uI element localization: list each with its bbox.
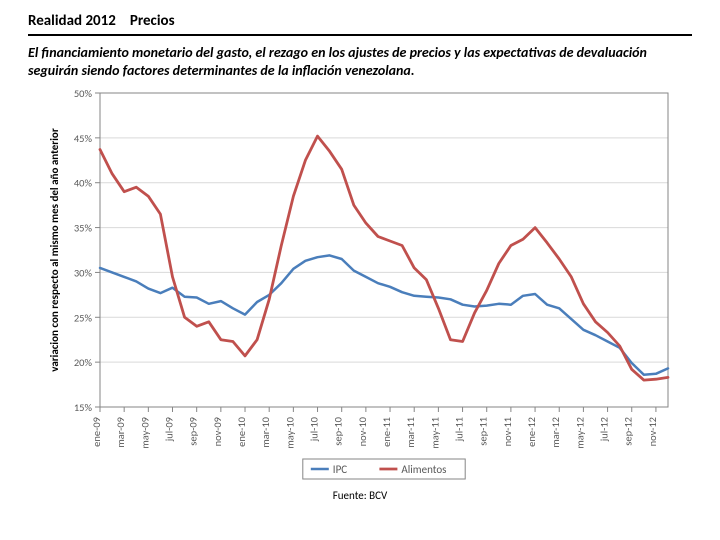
svg-text:nov-09: nov-09 bbox=[211, 417, 224, 446]
svg-text:sep-12: sep-12 bbox=[622, 417, 635, 446]
svg-text:jul-12: jul-12 bbox=[598, 417, 611, 442]
svg-text:mar-09: mar-09 bbox=[114, 417, 127, 448]
svg-text:20%: 20% bbox=[74, 356, 93, 369]
slide-header: Realidad 2012 Precios bbox=[28, 12, 692, 36]
svg-text:may-10: may-10 bbox=[283, 416, 296, 448]
inflation-chart: 15% 20% 25% 30% 35% 40% 45% 50% ene-09 mar-09 may-… bbox=[40, 85, 680, 485]
svg-text:40%: 40% bbox=[74, 177, 93, 190]
svg-text:jul-11: jul-11 bbox=[453, 417, 466, 442]
header-title-right: Precios bbox=[130, 12, 175, 30]
svg-text:ene-12: ene-12 bbox=[525, 417, 538, 447]
svg-text:jul-09: jul-09 bbox=[163, 417, 176, 442]
svg-text:mar-10: mar-10 bbox=[259, 416, 272, 447]
slide-subtitle: El financiamiento monetario del gasto, e… bbox=[28, 44, 692, 79]
svg-text:ene-09: ene-09 bbox=[90, 417, 103, 447]
svg-text:Alimentos: Alimentos bbox=[401, 463, 446, 476]
svg-text:may-12: may-12 bbox=[573, 417, 586, 449]
svg-text:nov-12: nov-12 bbox=[646, 417, 659, 446]
svg-text:mar-11: mar-11 bbox=[404, 417, 417, 448]
svg-text:35%: 35% bbox=[74, 222, 93, 235]
svg-text:jul-10: jul-10 bbox=[308, 416, 321, 442]
svg-text:sep-10: sep-10 bbox=[332, 416, 345, 445]
svg-text:sep-11: sep-11 bbox=[477, 417, 490, 446]
svg-text:may-11: may-11 bbox=[428, 417, 441, 449]
svg-text:ene-11: ene-11 bbox=[380, 417, 393, 447]
svg-text:IPC: IPC bbox=[333, 463, 347, 476]
svg-text:nov-11: nov-11 bbox=[501, 417, 514, 446]
svg-text:30%: 30% bbox=[74, 266, 93, 279]
svg-text:15%: 15% bbox=[74, 401, 93, 414]
svg-text:50%: 50% bbox=[74, 87, 93, 100]
svg-text:may-09: may-09 bbox=[138, 417, 151, 449]
svg-text:45%: 45% bbox=[74, 132, 93, 145]
header-title-left: Realidad 2012 bbox=[28, 12, 116, 30]
svg-text:mar-12: mar-12 bbox=[549, 417, 562, 448]
svg-text:nov-10: nov-10 bbox=[356, 416, 369, 446]
source-footer: Fuente: BCV bbox=[28, 489, 692, 502]
svg-text:sep-09: sep-09 bbox=[187, 417, 200, 446]
svg-text:variacion con respecto al mism: variacion con respecto al mismo mes del … bbox=[48, 128, 61, 372]
svg-text:ene-10: ene-10 bbox=[235, 416, 248, 447]
svg-text:25%: 25% bbox=[74, 311, 93, 324]
